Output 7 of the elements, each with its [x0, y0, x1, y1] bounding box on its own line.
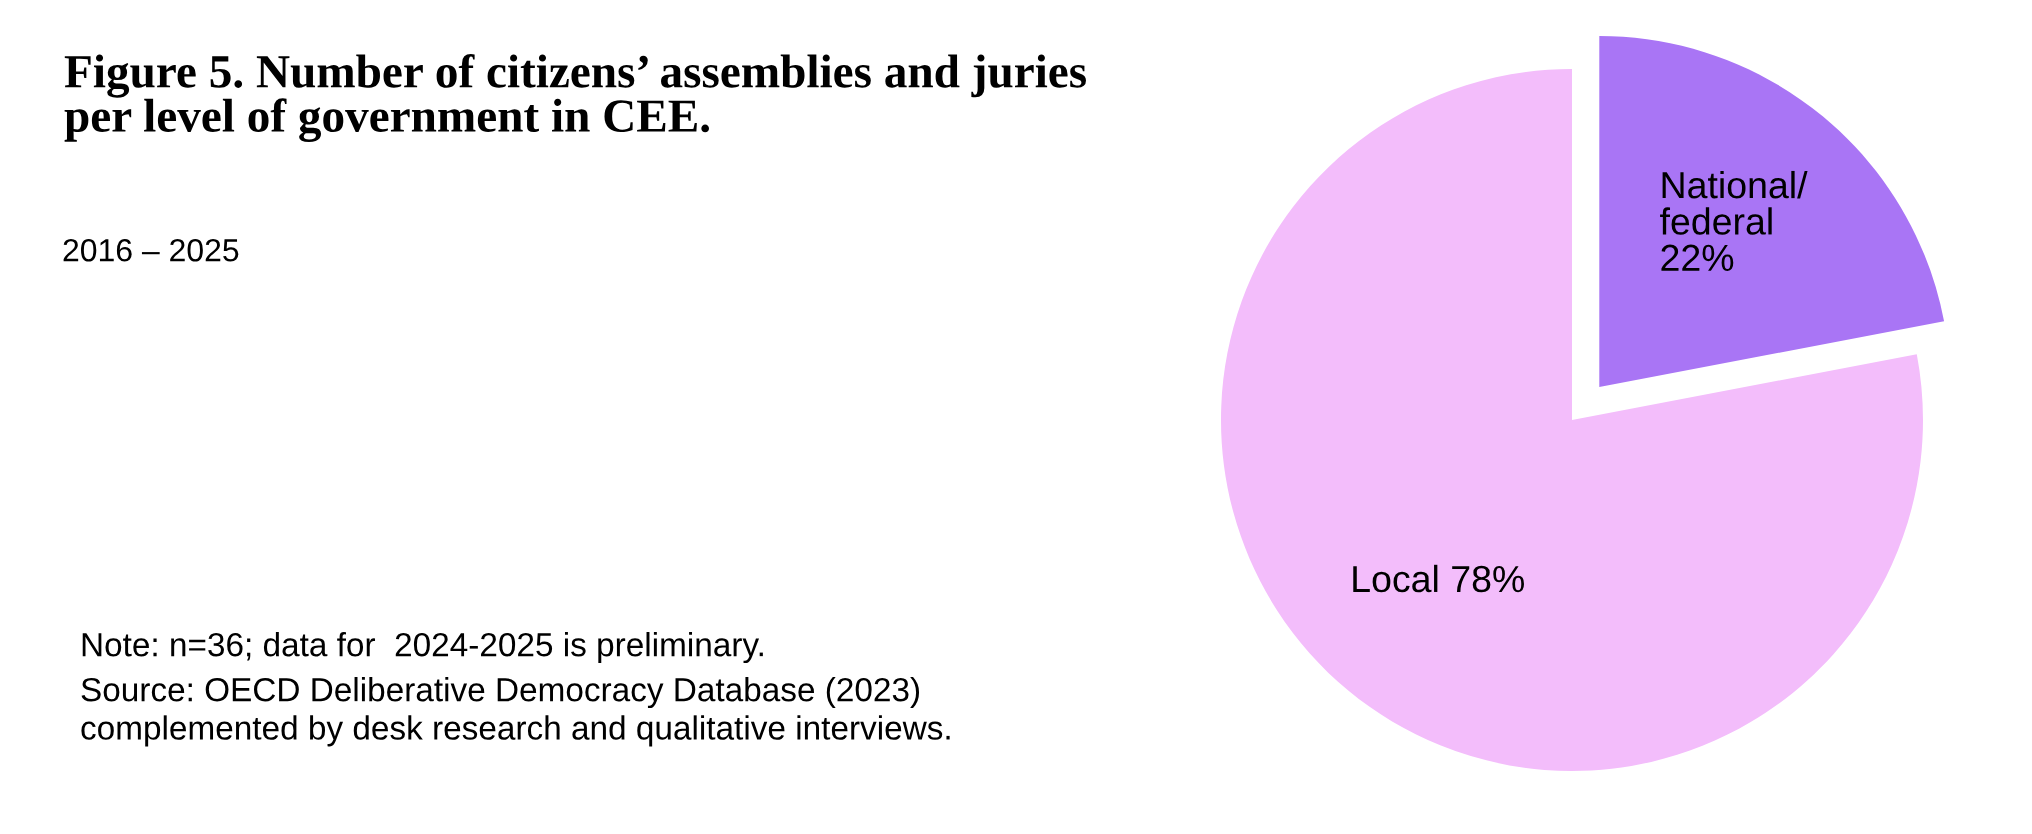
slice-label: Local 78% [1353, 564, 1524, 593]
text: 2016 – 2025 [63, 238, 239, 262]
slice-label: National/ federal [1660, 170, 1808, 235]
data-label: 22% [1661, 244, 1734, 271]
text: Note: n=36; data for 2024-2025 is preliminary. [82, 632, 763, 664]
source-note: Source: OECD Deliberative Democracy Database (2023) complemented by desk research and qualitative interviews. [81, 677, 950, 747]
text: Figure 5. Number of citizens’ assemblies and juries per level of government in CEE. [64, 54, 1086, 143]
